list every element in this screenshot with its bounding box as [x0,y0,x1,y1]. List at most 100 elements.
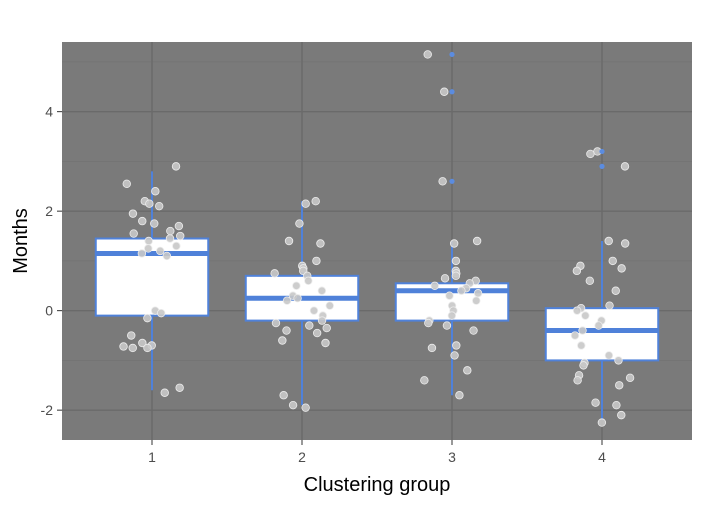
data-point-group-1 [151,187,160,196]
data-point-group-4 [615,381,624,390]
data-point-group-3 [463,366,472,375]
data-point-group-1 [166,226,175,236]
data-point-group-3 [447,311,457,320]
data-point-group-1 [122,179,131,188]
data-point-group-3 [473,289,483,298]
data-point-group-3 [424,318,433,328]
data-point-group-4 [581,311,590,320]
data-point-group-3 [472,296,481,305]
data-point-group-2 [292,281,301,290]
data-point-group-2 [322,323,331,333]
data-point-group-4 [604,236,613,246]
x-tick-label: 3 [448,449,456,465]
data-point-group-1 [127,331,136,340]
data-point-group-4 [586,149,595,159]
outlier-point-group-3 [449,178,455,184]
data-point-group-3 [469,326,478,335]
data-point-group-4 [578,326,587,335]
data-point-group-1 [143,343,152,353]
data-point-group-4 [620,162,630,171]
data-point-group-3 [423,50,432,59]
whiskers-layer [151,171,603,421]
data-point-group-4 [573,376,582,385]
x-tick-label: 1 [148,449,156,465]
data-point-group-4 [597,418,607,427]
data-point-group-2 [316,239,325,248]
data-point-group-3 [430,281,439,290]
data-point-group-2 [312,256,321,266]
x-axis-title: Clustering group [304,474,451,496]
boxes-layer [94,237,660,362]
data-point-group-2 [278,336,287,345]
data-point-group-2 [309,306,319,315]
outliers-layer [449,51,605,184]
data-point-group-1 [143,313,152,323]
data-point-group-2 [293,294,302,303]
data-point-group-1 [150,219,159,228]
data-point-group-2 [317,316,327,325]
data-point-group-2 [295,219,304,228]
data-point-group-1 [137,249,147,258]
data-point-group-1 [119,342,128,351]
data-point-group-2 [282,326,291,335]
data-point-group-3 [472,236,482,246]
data-point-group-1 [160,388,169,397]
box-group-4 [544,307,660,362]
data-point-group-4 [612,400,621,410]
data-point-group-1 [172,241,181,251]
data-point-group-1 [144,244,153,253]
data-point-group-4 [570,331,580,340]
y-tick-label: 0 [45,303,53,319]
data-point-group-4 [579,361,588,370]
data-point-group-4 [617,264,626,273]
data-point-group-1 [156,246,165,256]
data-point-group-4 [605,301,614,310]
data-point-group-1 [144,236,153,246]
data-point-group-1 [174,221,184,231]
data-point-group-2 [325,301,334,310]
data-point-group-2 [270,269,279,278]
data-point-group-3 [457,286,466,295]
data-point-group-4 [614,356,623,365]
data-point-group-2 [282,296,292,305]
data-point-group-2 [311,196,320,206]
data-point-group-1 [165,234,175,243]
data-point-group-4 [572,306,582,315]
data-point-group-3 [451,271,461,281]
x-axis-ticks: 1 2 3 4 [148,440,606,465]
y-axis-title: Months [10,208,32,274]
data-point-group-2 [271,318,281,328]
outlier-point-group-4 [599,148,605,155]
data-point-group-1 [129,229,138,238]
data-point-group-4 [617,410,626,420]
data-point-group-3 [420,376,429,385]
data-point-group-2 [284,236,294,246]
data-point-group-4 [577,341,586,350]
data-point-group-3 [450,351,459,360]
data-point-group-1 [138,216,147,226]
data-point-group-2 [279,391,288,400]
points-layer [119,50,635,427]
outlier-point-group-4 [599,163,605,169]
data-point-group-2 [288,400,298,410]
data-point-group-2 [301,403,310,412]
data-point-group-1 [154,201,164,211]
outlier-point-group-3 [449,89,455,95]
y-axis-ticks: -2 0 2 4 [41,104,62,418]
data-point-group-1 [156,308,166,318]
x-tick-label: 4 [598,449,606,465]
data-point-group-3 [449,239,459,248]
data-point-group-4 [604,351,614,360]
y-tick-label: 2 [45,203,53,219]
data-point-group-4 [608,256,617,266]
data-point-group-1 [176,231,185,241]
data-point-group-4 [585,276,595,285]
outlier-point-group-3 [449,51,455,58]
data-point-group-3 [451,256,461,266]
data-point-group-3 [427,343,437,353]
data-point-group-2 [304,276,313,285]
data-point-group-1 [175,383,184,392]
data-point-group-3 [440,274,450,283]
data-point-group-1 [128,343,137,353]
data-point-group-3 [452,341,461,350]
